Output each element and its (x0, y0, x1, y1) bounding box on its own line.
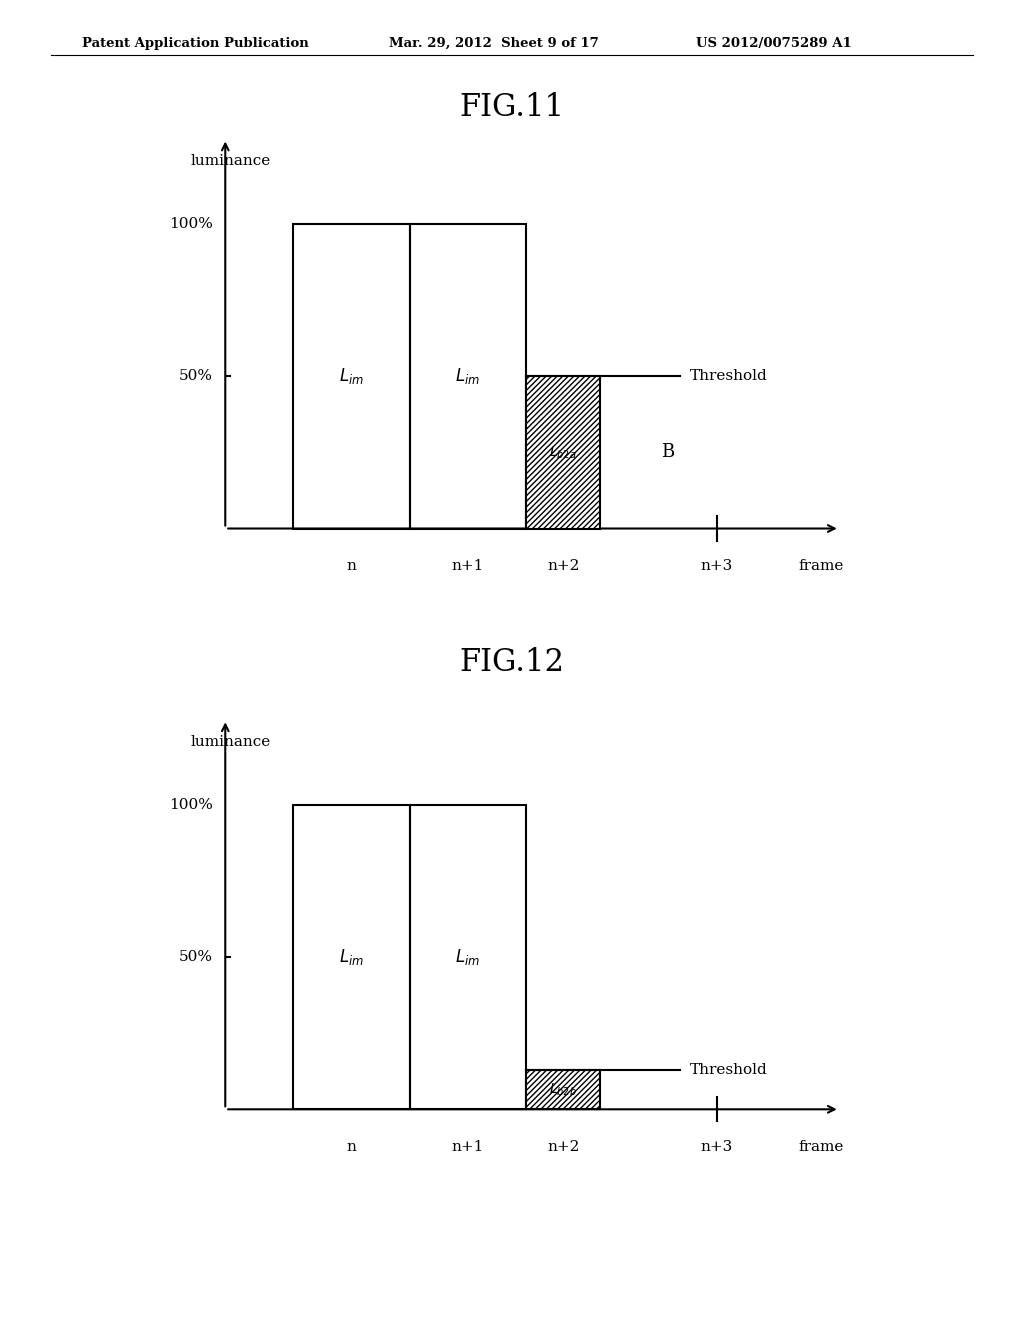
Text: 50%: 50% (179, 370, 213, 383)
Text: $L_{im}$: $L_{im}$ (456, 366, 480, 387)
Text: US 2012/0075289 A1: US 2012/0075289 A1 (696, 37, 852, 50)
Text: 50%: 50% (179, 950, 213, 964)
Text: luminance: luminance (190, 735, 271, 748)
Text: n+2: n+2 (547, 1139, 580, 1154)
Text: FIG.11: FIG.11 (460, 92, 564, 123)
Text: $L_{b2a}$: $L_{b2a}$ (550, 444, 577, 461)
Text: 100%: 100% (169, 216, 213, 231)
Text: n+3: n+3 (700, 1139, 733, 1154)
Bar (293, 224, 410, 528)
Text: $L_{b2b}$: $L_{b2b}$ (549, 1081, 578, 1098)
Text: Threshold: Threshold (690, 1063, 768, 1077)
Text: Patent Application Publication: Patent Application Publication (82, 37, 308, 50)
Text: n: n (346, 558, 356, 573)
Bar (526, 1069, 600, 1109)
Bar (410, 805, 526, 1109)
Text: B: B (662, 444, 674, 462)
Text: n+1: n+1 (452, 558, 484, 573)
Text: $L_{im}$: $L_{im}$ (339, 946, 364, 968)
Bar (526, 376, 600, 528)
Text: n: n (346, 1139, 356, 1154)
Text: luminance: luminance (190, 154, 271, 168)
Text: frame: frame (799, 558, 844, 573)
Text: n+1: n+1 (452, 1139, 484, 1154)
Bar (293, 805, 410, 1109)
Text: Threshold: Threshold (690, 370, 768, 383)
Text: FIG.12: FIG.12 (460, 647, 564, 677)
Text: 100%: 100% (169, 797, 213, 812)
Text: n+3: n+3 (700, 558, 733, 573)
Text: Mar. 29, 2012  Sheet 9 of 17: Mar. 29, 2012 Sheet 9 of 17 (389, 37, 599, 50)
Text: $L_{im}$: $L_{im}$ (456, 946, 480, 968)
Text: $L_{im}$: $L_{im}$ (339, 366, 364, 387)
Bar (410, 224, 526, 528)
Text: n+2: n+2 (547, 558, 580, 573)
Text: frame: frame (799, 1139, 844, 1154)
